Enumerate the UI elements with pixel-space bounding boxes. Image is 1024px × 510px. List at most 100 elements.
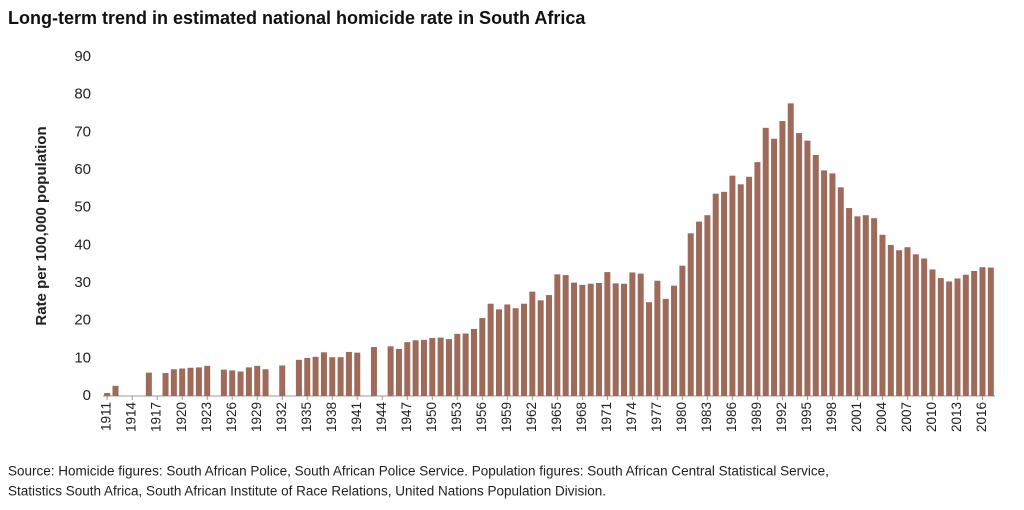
bar bbox=[262, 369, 269, 396]
bar bbox=[320, 352, 327, 396]
x-tick-label: 2004 bbox=[874, 402, 889, 433]
bar bbox=[687, 233, 694, 396]
bar bbox=[979, 267, 986, 396]
bar bbox=[112, 385, 119, 396]
bar bbox=[654, 280, 661, 396]
bar bbox=[629, 272, 636, 396]
bar bbox=[145, 372, 152, 396]
bar bbox=[704, 215, 711, 396]
x-tick-label: 2013 bbox=[949, 402, 964, 432]
bar bbox=[404, 342, 411, 396]
bar bbox=[370, 347, 377, 396]
bar bbox=[987, 267, 994, 396]
bar bbox=[237, 371, 244, 396]
bar bbox=[170, 369, 177, 396]
bar bbox=[412, 340, 419, 396]
x-tick-label: 1953 bbox=[449, 402, 464, 432]
x-tick-label: 1983 bbox=[699, 402, 714, 432]
bar bbox=[737, 184, 744, 396]
x-tick-label: 1923 bbox=[199, 402, 214, 432]
bar bbox=[879, 234, 886, 396]
bar bbox=[762, 127, 769, 397]
x-tick-label: 2001 bbox=[849, 402, 864, 432]
bar bbox=[596, 283, 603, 396]
bar bbox=[304, 357, 311, 396]
bar bbox=[712, 193, 719, 396]
bar bbox=[954, 278, 961, 396]
bar bbox=[871, 218, 878, 396]
x-tick-label: 1995 bbox=[799, 402, 814, 432]
x-tick-label: 1914 bbox=[124, 402, 139, 433]
x-tick-label: 1932 bbox=[274, 402, 289, 432]
bar bbox=[612, 283, 619, 396]
x-tick-label: 1974 bbox=[624, 402, 639, 433]
bar bbox=[512, 308, 519, 396]
bar bbox=[545, 295, 553, 396]
x-tick-label: 1992 bbox=[774, 402, 789, 432]
bar bbox=[812, 154, 819, 396]
y-tick-label: 30 bbox=[74, 274, 91, 291]
x-tick-label: 1977 bbox=[649, 402, 664, 432]
bar bbox=[229, 370, 236, 396]
bar bbox=[279, 365, 286, 396]
y-tick-label: 90 bbox=[74, 48, 91, 65]
bar bbox=[921, 258, 928, 396]
x-tick-label: 1968 bbox=[574, 402, 589, 432]
x-tick-label: 1986 bbox=[724, 402, 739, 432]
y-tick-label: 20 bbox=[74, 312, 91, 329]
bar bbox=[462, 333, 469, 396]
bar bbox=[354, 352, 361, 396]
bar bbox=[520, 303, 527, 396]
bar bbox=[671, 285, 678, 396]
bar bbox=[837, 187, 844, 396]
x-tick-label: 1971 bbox=[599, 402, 614, 432]
x-tick-label: 1998 bbox=[824, 402, 839, 432]
bar bbox=[887, 244, 894, 396]
bar bbox=[696, 221, 703, 396]
bar bbox=[721, 191, 728, 396]
bar bbox=[937, 278, 944, 396]
bar bbox=[337, 357, 344, 396]
bar bbox=[479, 318, 486, 396]
bar bbox=[904, 247, 911, 396]
x-tick-label: 2016 bbox=[974, 402, 989, 432]
bar bbox=[746, 176, 753, 396]
bar bbox=[329, 357, 336, 396]
source-note: Source: Homicide figures: South African … bbox=[8, 464, 829, 479]
x-tick-label: 1950 bbox=[424, 402, 439, 432]
bar bbox=[821, 170, 828, 396]
x-tick-label: 1962 bbox=[524, 402, 539, 432]
bar bbox=[395, 348, 402, 396]
bar bbox=[829, 173, 836, 396]
x-tick-label: 1929 bbox=[249, 402, 264, 432]
bar bbox=[187, 367, 194, 396]
bar bbox=[529, 291, 536, 396]
x-tick-label: 2007 bbox=[899, 402, 914, 432]
bar bbox=[896, 250, 903, 396]
bar bbox=[862, 215, 869, 396]
bar bbox=[445, 339, 452, 396]
x-tick-label: 1956 bbox=[474, 402, 489, 432]
bar bbox=[779, 121, 786, 397]
y-tick-label: 0 bbox=[83, 387, 91, 404]
bar bbox=[162, 373, 169, 396]
bar bbox=[912, 254, 919, 396]
bar bbox=[754, 162, 761, 396]
bar bbox=[604, 272, 611, 396]
bar bbox=[179, 368, 186, 396]
bar bbox=[195, 367, 202, 396]
bar bbox=[796, 133, 803, 396]
bar bbox=[621, 283, 628, 396]
x-tick-label: 1944 bbox=[374, 402, 389, 433]
bar bbox=[679, 265, 686, 396]
x-tick-label: 1917 bbox=[149, 402, 164, 432]
bar bbox=[454, 333, 461, 396]
bar bbox=[295, 359, 302, 396]
bar bbox=[420, 339, 427, 396]
x-tick-label: 1980 bbox=[674, 402, 689, 432]
bar bbox=[504, 304, 511, 396]
x-tick-label: 1941 bbox=[349, 402, 364, 432]
y-tick-label: 10 bbox=[74, 349, 91, 366]
bar bbox=[962, 274, 969, 396]
